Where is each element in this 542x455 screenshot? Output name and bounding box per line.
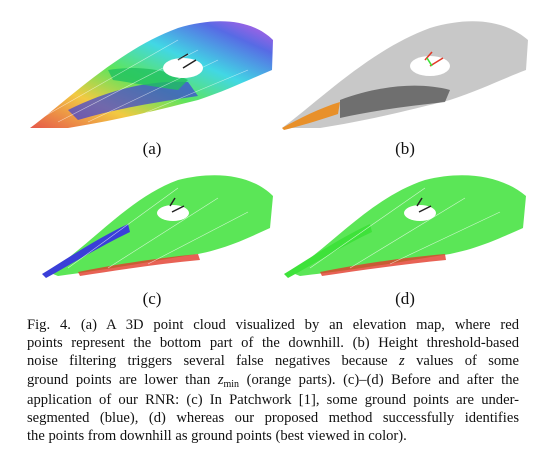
- caption-line-4: ground points are lower than zmin (orang…: [27, 371, 519, 390]
- panel-d-label: (d): [395, 289, 415, 308]
- caption-line-5: application of our RNR: (c) In Patchwork…: [27, 391, 519, 408]
- figure-caption: Fig. 4. (a) A 3D point cloud visualized …: [27, 316, 519, 445]
- panel-c-image: [38, 168, 276, 278]
- panel-b-label: (b): [395, 139, 415, 158]
- caption-line-2: points represent the bottom part of the …: [27, 335, 519, 352]
- panel-d-image: [280, 168, 530, 278]
- caption-line-1: Fig. 4. (a) A 3D point cloud visualized …: [27, 317, 519, 333]
- panel-a-label: (a): [142, 139, 162, 158]
- caption-line-7: the points from downhill as ground point…: [27, 428, 407, 445]
- panel-c-label: (c): [142, 289, 162, 308]
- panel-b-image: [280, 10, 530, 132]
- caption-line-3: noise filtering triggers several false n…: [27, 353, 520, 370]
- panel-a-image: [28, 10, 276, 132]
- caption-line-6: segmented (blue), (d) whereas our propos…: [27, 410, 519, 427]
